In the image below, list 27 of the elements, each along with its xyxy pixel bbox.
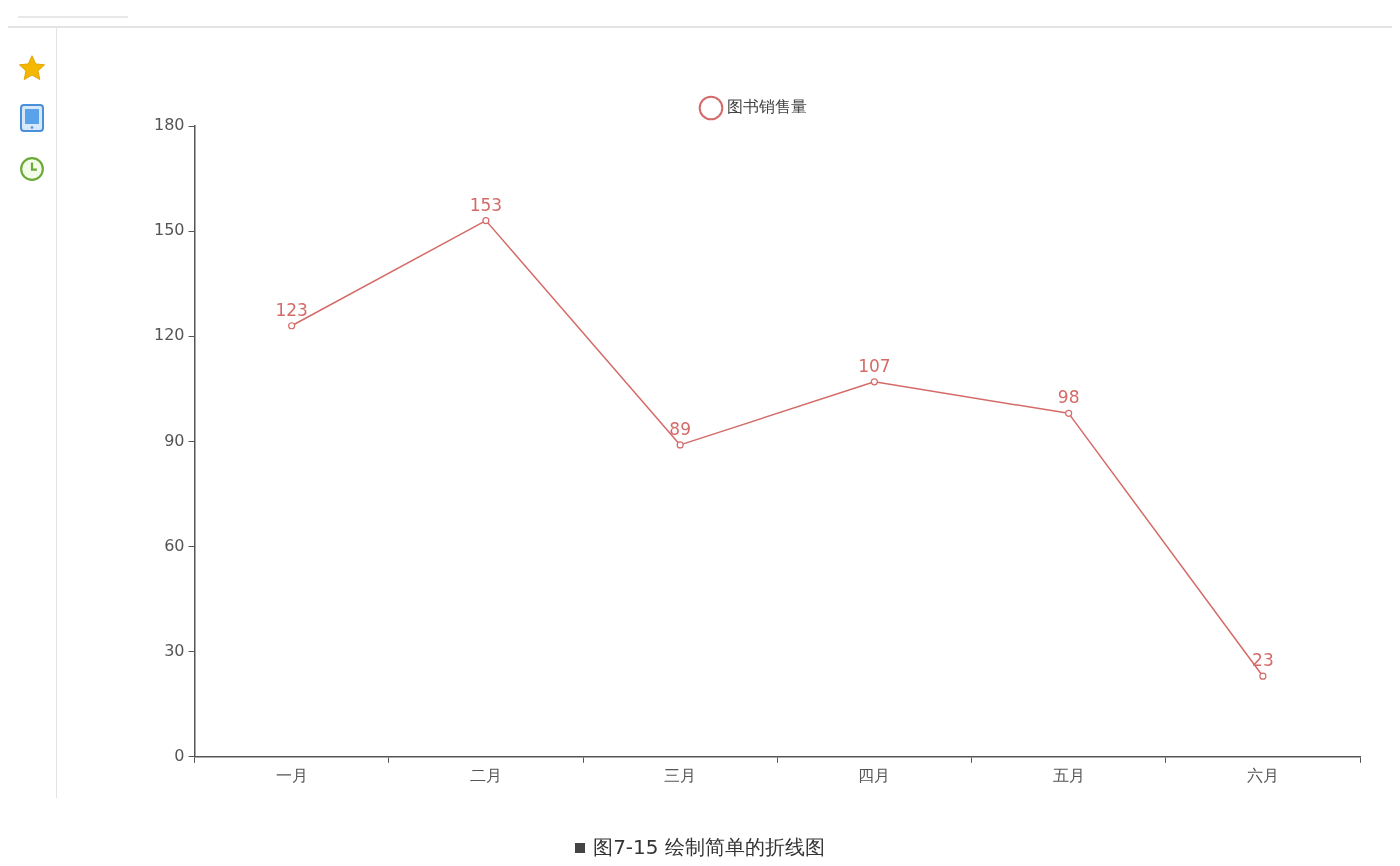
data-label: 153: [469, 194, 503, 215]
point: [1065, 409, 1073, 417]
point: [870, 378, 878, 386]
x-tick-label: 六月: [1246, 765, 1279, 785]
data-label: 98: [1057, 387, 1080, 408]
x-tick-label: 四月: [858, 765, 891, 785]
x-tick-label: 五月: [1052, 765, 1085, 785]
point: [482, 217, 490, 225]
point: [676, 441, 684, 449]
point: [1259, 672, 1267, 680]
x-tick-label: 一月: [275, 765, 308, 785]
data-label: 89: [669, 418, 691, 439]
x-tick-label: 二月: [469, 765, 502, 785]
y-tick-label: 60: [164, 535, 185, 555]
caption: 图7-15 绘制简单的折线图: [593, 834, 825, 861]
y-tick-label: 120: [153, 325, 185, 345]
y-tick-label: 150: [153, 220, 185, 240]
data-label: 23: [1252, 650, 1274, 671]
data-label: 123: [275, 299, 308, 320]
y-tick-label: 180: [153, 115, 185, 135]
x-tick-label: 三月: [664, 765, 697, 785]
y-tick-label: 30: [164, 640, 185, 660]
y-tick-label: 0: [174, 745, 185, 765]
y-tick-label: 90: [164, 430, 185, 450]
data-label: 107: [858, 355, 891, 376]
legend-label: 图书销售量: [727, 97, 807, 117]
point: [288, 322, 296, 330]
